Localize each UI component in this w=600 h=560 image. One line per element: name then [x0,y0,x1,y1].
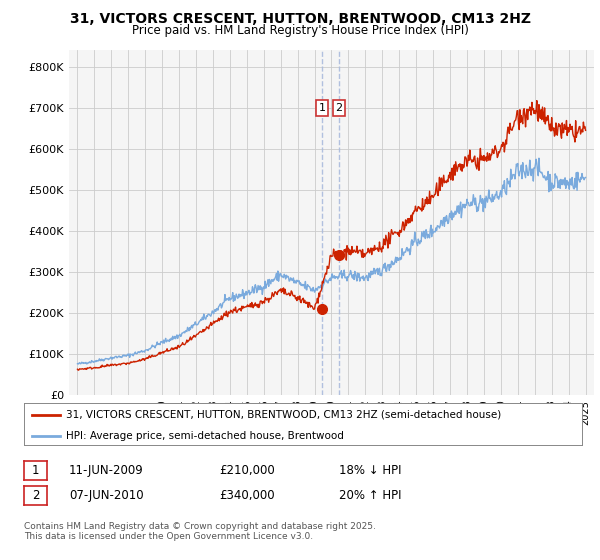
Text: 11-JUN-2009: 11-JUN-2009 [69,464,144,477]
Text: 1: 1 [32,464,39,477]
Text: 31, VICTORS CRESCENT, HUTTON, BRENTWOOD, CM13 2HZ (semi-detached house): 31, VICTORS CRESCENT, HUTTON, BRENTWOOD,… [66,409,501,419]
Text: £210,000: £210,000 [219,464,275,477]
Text: 18% ↓ HPI: 18% ↓ HPI [339,464,401,477]
Text: £340,000: £340,000 [219,489,275,502]
Text: 2: 2 [32,489,39,502]
Text: 07-JUN-2010: 07-JUN-2010 [69,489,143,502]
Text: HPI: Average price, semi-detached house, Brentwood: HPI: Average price, semi-detached house,… [66,431,344,441]
Text: Price paid vs. HM Land Registry's House Price Index (HPI): Price paid vs. HM Land Registry's House … [131,24,469,37]
Text: Contains HM Land Registry data © Crown copyright and database right 2025.
This d: Contains HM Land Registry data © Crown c… [24,522,376,542]
Text: 1: 1 [319,103,326,113]
Text: 2: 2 [335,103,343,113]
Text: 31, VICTORS CRESCENT, HUTTON, BRENTWOOD, CM13 2HZ: 31, VICTORS CRESCENT, HUTTON, BRENTWOOD,… [70,12,530,26]
Text: 20% ↑ HPI: 20% ↑ HPI [339,489,401,502]
